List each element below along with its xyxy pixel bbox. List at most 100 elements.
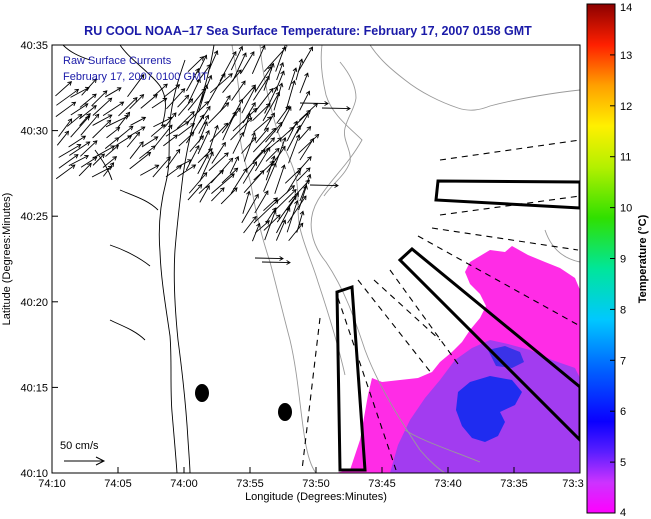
current-vector-head xyxy=(287,105,292,111)
current-vector xyxy=(58,154,79,169)
x-tick-label: 74:05 xyxy=(104,478,132,490)
coastline xyxy=(62,45,215,473)
current-vector xyxy=(221,107,241,134)
current-vector-head xyxy=(250,51,255,56)
current-vector-head xyxy=(238,45,244,51)
current-vector-head xyxy=(221,72,226,78)
current-vector-head xyxy=(271,127,277,133)
current-vector-head xyxy=(236,107,241,113)
current-vector-head xyxy=(278,121,283,127)
current-vector-head xyxy=(299,210,305,216)
colorbar-tick-label: 4 xyxy=(620,507,626,519)
current-vector-head xyxy=(107,114,113,119)
current-vector-head xyxy=(306,109,311,115)
current-vector-head xyxy=(292,188,297,194)
current-vector xyxy=(275,220,286,241)
current-vector xyxy=(297,46,313,72)
current-vector xyxy=(286,121,298,142)
current-vector-head xyxy=(132,97,138,102)
current-vector-head xyxy=(168,124,173,130)
current-vector xyxy=(241,137,257,154)
colorbar-tick-label: 10 xyxy=(620,203,632,215)
current-vector-head xyxy=(162,97,168,103)
current-vector xyxy=(163,84,180,98)
current-vector-head xyxy=(270,62,275,68)
current-vector-head xyxy=(242,52,247,58)
scale-arrow xyxy=(64,456,106,466)
current-vector-head xyxy=(106,119,112,125)
current-vector-head xyxy=(265,75,270,81)
current-vector-head xyxy=(242,167,248,173)
current-vector-head xyxy=(252,161,257,166)
current-vector-head xyxy=(274,147,280,153)
x-tick-label: 73:35 xyxy=(500,478,528,490)
sst-patch xyxy=(335,246,580,473)
current-vector xyxy=(177,94,189,108)
y-tick-label: 40:35 xyxy=(20,40,48,52)
current-vector xyxy=(243,132,256,162)
current-vector-head xyxy=(86,113,91,118)
current-vector xyxy=(263,214,281,231)
current-vector xyxy=(199,151,214,182)
current-vector xyxy=(139,145,156,159)
current-vector xyxy=(244,149,266,172)
current-vector-head xyxy=(139,141,144,146)
scale-label: 50 cm/s xyxy=(60,440,99,452)
current-vector xyxy=(230,117,253,141)
current-vector-head xyxy=(281,136,287,142)
current-vector-head xyxy=(246,190,251,196)
current-vector xyxy=(287,195,307,224)
current-vector-head xyxy=(265,220,270,225)
current-vector xyxy=(299,102,329,105)
current-vector-head xyxy=(107,97,113,103)
current-vector-head xyxy=(109,162,115,167)
current-vector-head xyxy=(285,206,291,212)
current-vector xyxy=(255,127,269,144)
current-vector xyxy=(92,97,112,116)
current-vector xyxy=(105,115,129,128)
current-vector-head xyxy=(246,112,252,118)
current-vector-head xyxy=(92,78,97,83)
colorbar-tick-label: 9 xyxy=(620,254,626,266)
current-vector-head xyxy=(127,135,133,140)
current-vector xyxy=(263,112,275,131)
current-vector xyxy=(92,145,115,159)
coverage-polygons xyxy=(335,179,580,472)
current-vector-head xyxy=(252,215,257,221)
current-vector xyxy=(198,115,209,134)
current-vector xyxy=(185,145,200,171)
current-vector xyxy=(265,122,283,143)
current-vector-head xyxy=(251,86,256,92)
current-vector-head xyxy=(271,209,277,215)
current-vector-head xyxy=(285,105,290,111)
current-vector-head xyxy=(286,260,291,265)
current-vector xyxy=(222,111,237,141)
current-vector-head xyxy=(177,165,183,170)
current-vector-head xyxy=(306,173,312,179)
current-vector-head xyxy=(208,148,213,153)
current-vector xyxy=(92,114,112,126)
current-vector xyxy=(309,184,339,187)
current-vector xyxy=(286,200,298,233)
current-vector xyxy=(55,81,72,97)
current-vector-head xyxy=(114,144,119,150)
colorbar-tick-label: 6 xyxy=(620,406,626,418)
current-vector-head xyxy=(233,167,239,173)
x-axis-label: Longitude (Degrees:Minutes) xyxy=(245,491,387,503)
current-vector xyxy=(252,103,271,122)
current-vector xyxy=(187,56,204,73)
current-vector-head xyxy=(281,219,287,225)
current-vector xyxy=(275,45,286,72)
current-vector xyxy=(253,116,272,133)
current-vector-head xyxy=(151,145,156,150)
current-vector-head xyxy=(135,131,141,137)
current-vector-head xyxy=(102,90,108,95)
current-vector xyxy=(197,130,210,155)
current-vector xyxy=(220,187,238,205)
current-vector xyxy=(241,86,256,114)
current-vector xyxy=(166,149,181,169)
current-vector xyxy=(265,156,275,181)
current-vector xyxy=(321,107,351,110)
current-vector-head xyxy=(324,101,329,106)
current-vector xyxy=(68,135,86,148)
